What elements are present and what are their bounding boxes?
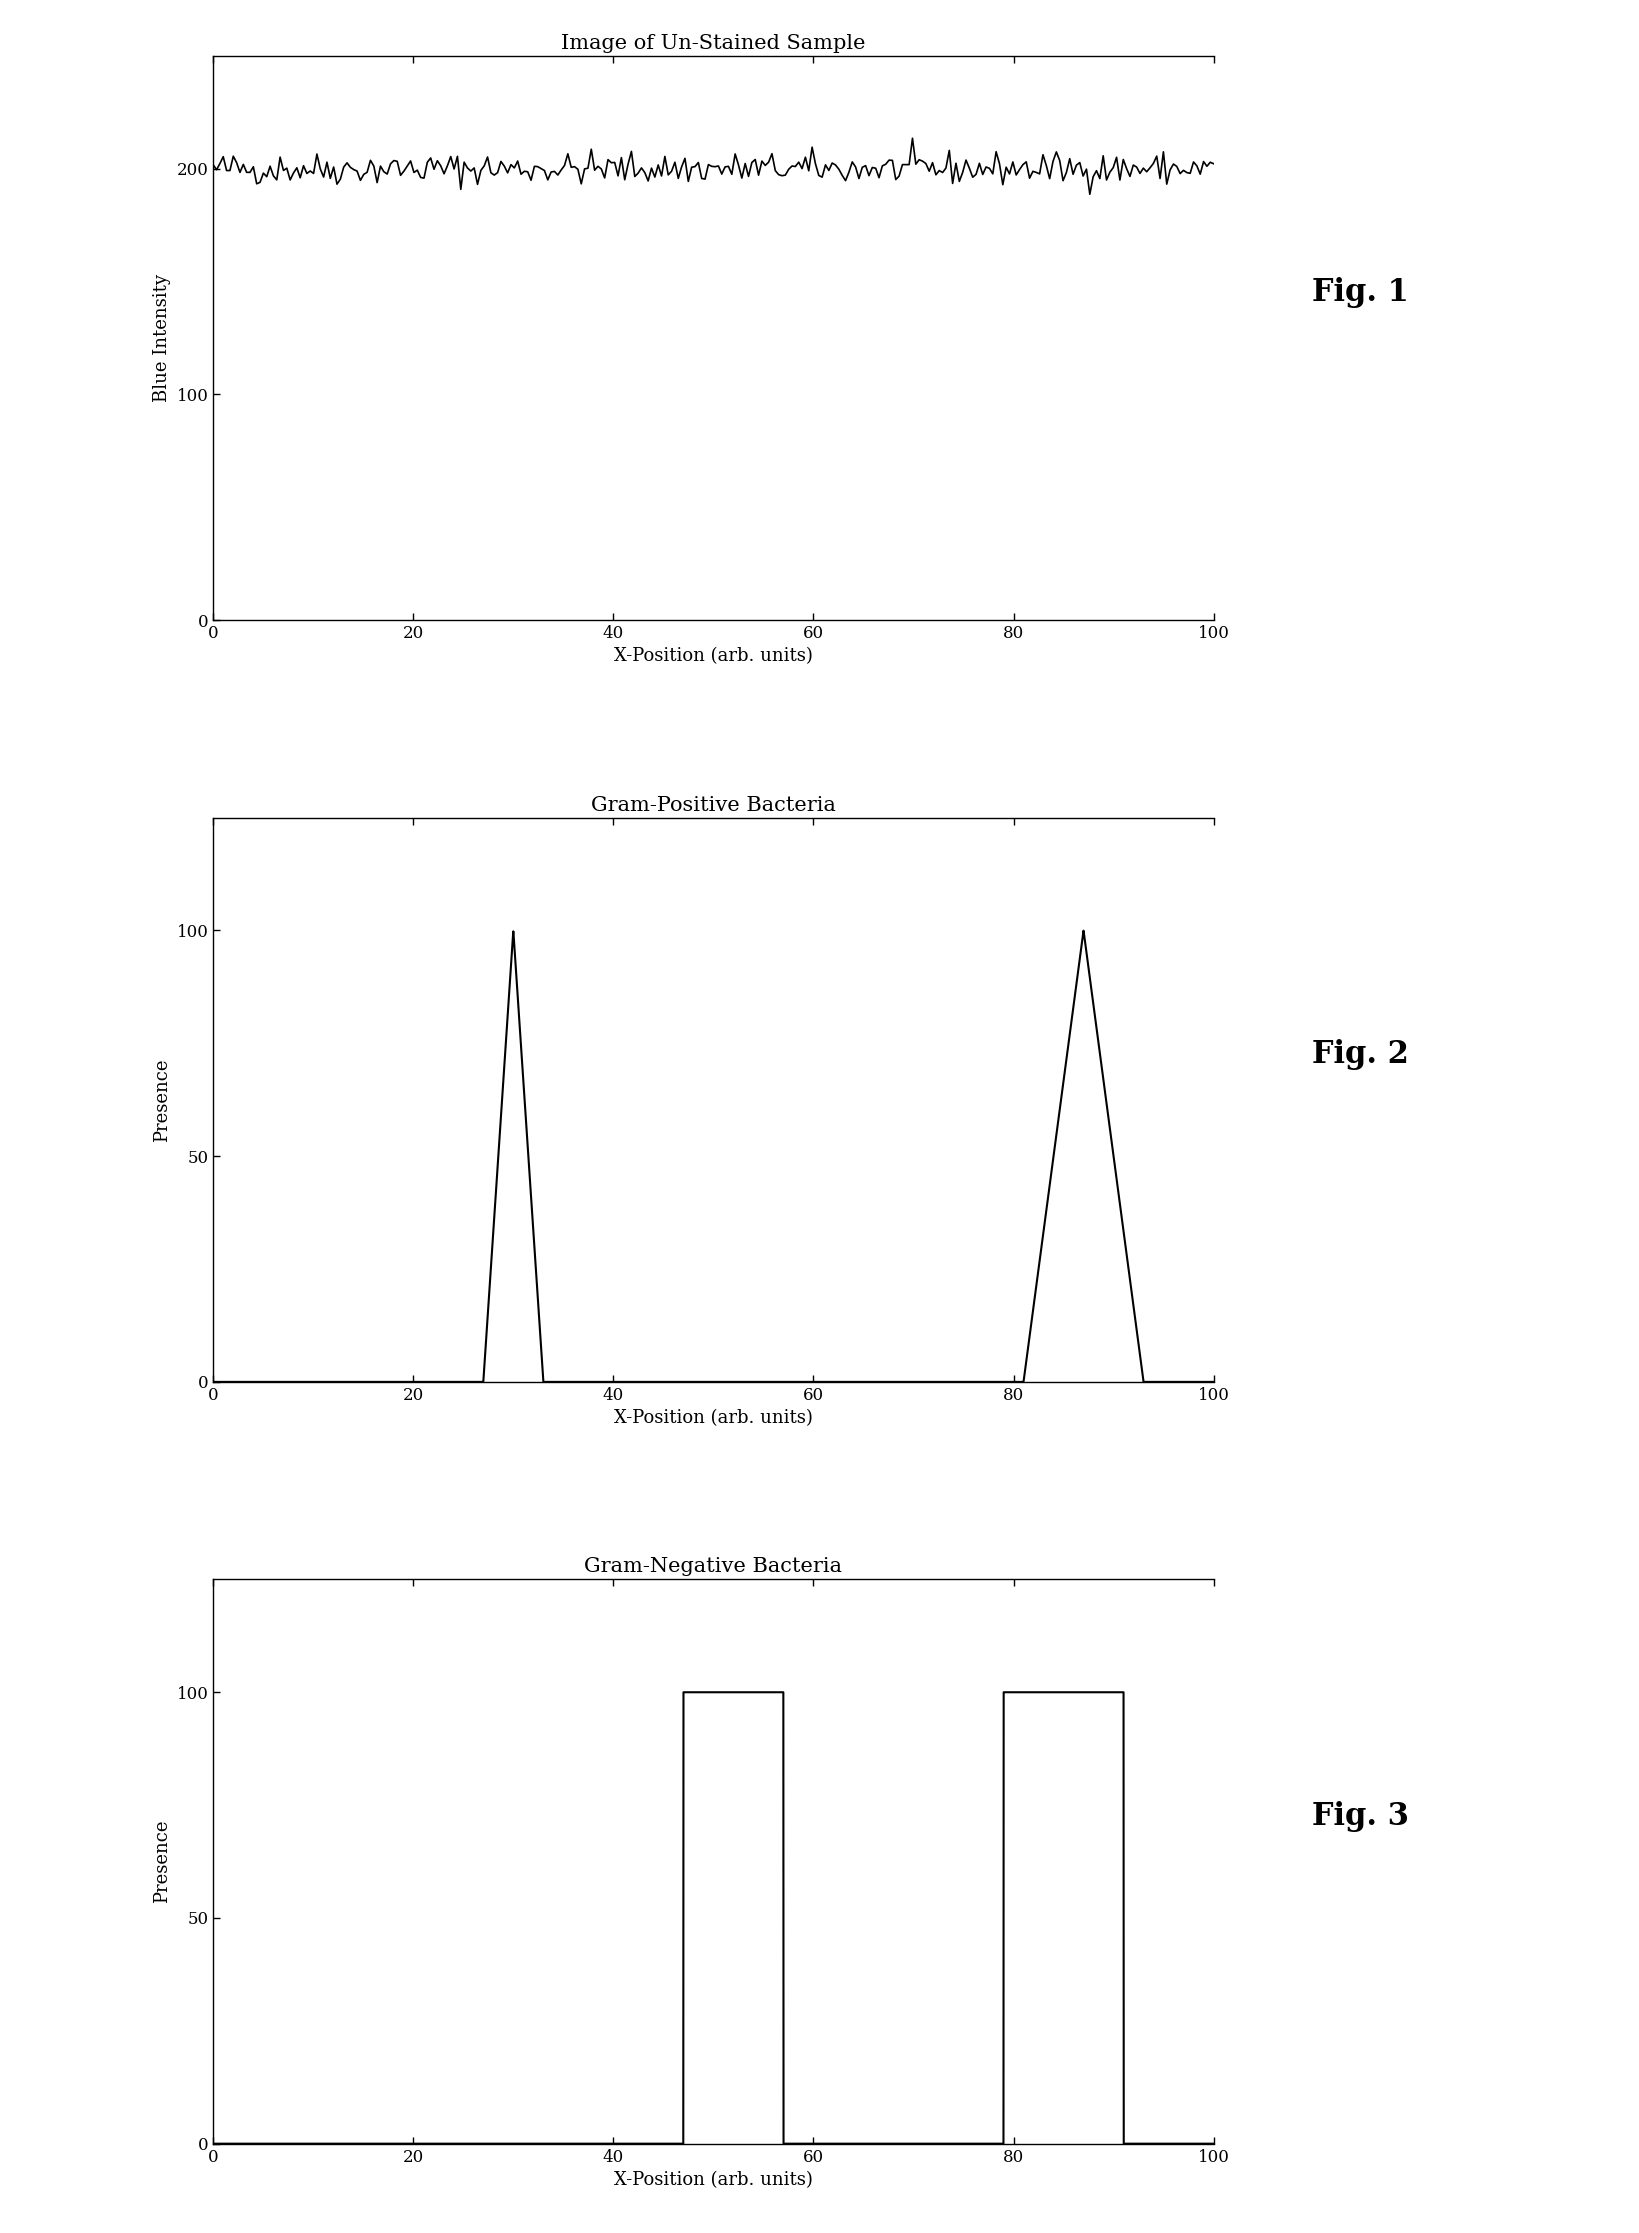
Title: Gram-Negative Bacteria: Gram-Negative Bacteria — [583, 1556, 842, 1576]
Text: Fig. 1: Fig. 1 — [1311, 277, 1408, 308]
Title: Gram-Positive Bacteria: Gram-Positive Bacteria — [590, 795, 836, 815]
Title: Image of Un-Stained Sample: Image of Un-Stained Sample — [561, 33, 865, 54]
Y-axis label: Blue Intensity: Blue Intensity — [152, 275, 170, 402]
Text: Fig. 3: Fig. 3 — [1311, 1800, 1408, 1831]
Y-axis label: Presence: Presence — [152, 1058, 170, 1141]
X-axis label: X-Position (arb. units): X-Position (arb. units) — [613, 2170, 813, 2188]
X-axis label: X-Position (arb. units): X-Position (arb. units) — [613, 648, 813, 665]
Text: Fig. 2: Fig. 2 — [1311, 1038, 1408, 1070]
X-axis label: X-Position (arb. units): X-Position (arb. units) — [613, 1409, 813, 1427]
Y-axis label: Presence: Presence — [152, 1820, 170, 1903]
